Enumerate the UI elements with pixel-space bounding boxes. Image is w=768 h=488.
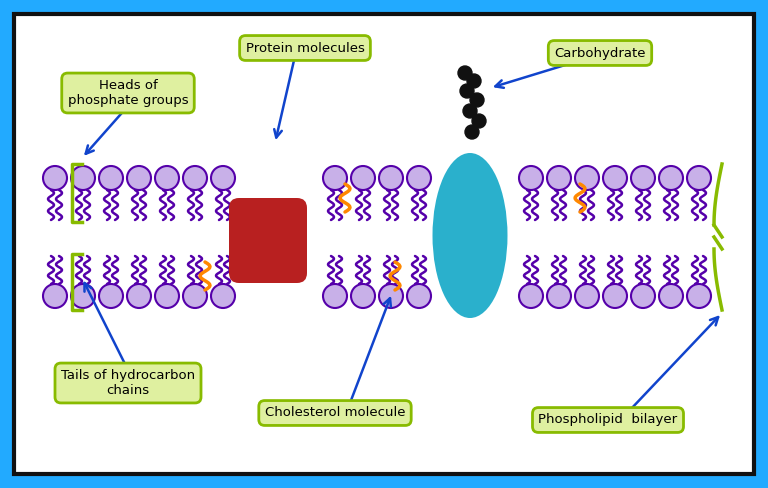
Circle shape (472, 114, 486, 128)
Text: Cholesterol molecule: Cholesterol molecule (265, 407, 406, 420)
Circle shape (183, 166, 207, 190)
Circle shape (407, 284, 431, 308)
Circle shape (183, 284, 207, 308)
Circle shape (631, 166, 655, 190)
Circle shape (351, 284, 375, 308)
Circle shape (351, 166, 375, 190)
Circle shape (379, 284, 403, 308)
Ellipse shape (432, 153, 508, 318)
Circle shape (323, 284, 347, 308)
Text: Protein molecules: Protein molecules (246, 41, 365, 55)
Circle shape (575, 284, 599, 308)
Circle shape (659, 166, 683, 190)
Circle shape (43, 284, 67, 308)
Circle shape (323, 166, 347, 190)
Circle shape (407, 166, 431, 190)
Circle shape (467, 74, 481, 88)
Text: Carbohydrate: Carbohydrate (554, 46, 646, 60)
Circle shape (211, 284, 235, 308)
Circle shape (603, 284, 627, 308)
Circle shape (547, 284, 571, 308)
Circle shape (71, 166, 95, 190)
Circle shape (631, 284, 655, 308)
Circle shape (603, 166, 627, 190)
Circle shape (379, 166, 403, 190)
Circle shape (458, 66, 472, 80)
Circle shape (519, 166, 543, 190)
Circle shape (43, 166, 67, 190)
FancyBboxPatch shape (229, 198, 307, 283)
Circle shape (470, 93, 484, 107)
Circle shape (99, 166, 123, 190)
Circle shape (465, 125, 479, 139)
Circle shape (99, 284, 123, 308)
Text: Heads of
phosphate groups: Heads of phosphate groups (68, 79, 188, 107)
Circle shape (155, 166, 179, 190)
Circle shape (659, 284, 683, 308)
Circle shape (127, 166, 151, 190)
Circle shape (127, 284, 151, 308)
Circle shape (71, 284, 95, 308)
FancyBboxPatch shape (14, 14, 754, 474)
Circle shape (575, 166, 599, 190)
Circle shape (211, 166, 235, 190)
Circle shape (547, 166, 571, 190)
Circle shape (463, 104, 477, 118)
Text: Phospholipid  bilayer: Phospholipid bilayer (538, 413, 677, 427)
Circle shape (687, 284, 711, 308)
Circle shape (460, 84, 474, 98)
Text: Tails of hydrocarbon
chains: Tails of hydrocarbon chains (61, 369, 195, 397)
Circle shape (155, 284, 179, 308)
Circle shape (519, 284, 543, 308)
Circle shape (687, 166, 711, 190)
